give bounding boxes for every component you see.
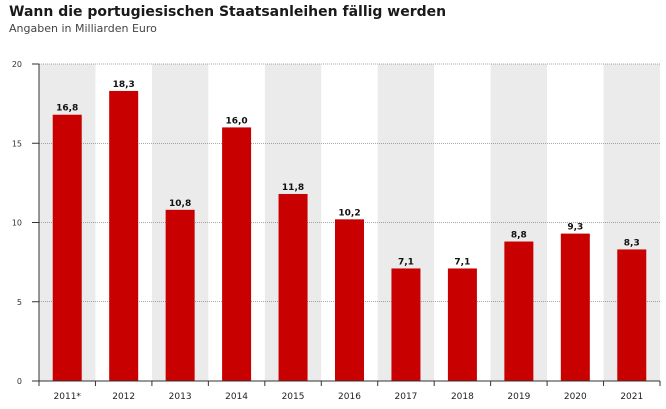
bar bbox=[447, 268, 477, 381]
x-tick-label: 2013 bbox=[169, 392, 192, 402]
data-label: 10,2 bbox=[338, 208, 360, 218]
bar bbox=[165, 209, 195, 381]
x-tick-label: 2015 bbox=[282, 392, 305, 402]
y-tick-label: 20 bbox=[12, 60, 22, 69]
bar bbox=[52, 114, 82, 381]
x-tick-label: 2012 bbox=[112, 392, 135, 402]
x-tick-label: 2021 bbox=[620, 392, 643, 402]
x-tick-label: 2020 bbox=[564, 392, 587, 402]
data-label: 18,3 bbox=[113, 80, 135, 90]
data-label: 9,3 bbox=[567, 223, 583, 233]
data-label: 10,8 bbox=[169, 199, 191, 209]
x-tick-label: 2018 bbox=[451, 392, 474, 402]
bar bbox=[278, 193, 308, 381]
data-label: 8,8 bbox=[511, 231, 527, 241]
y-tick-label: 10 bbox=[12, 219, 22, 228]
x-tick-label: 2017 bbox=[395, 392, 418, 402]
y-tick-label: 15 bbox=[12, 139, 22, 148]
data-label: 16,8 bbox=[56, 104, 78, 114]
x-tick-label: 2016 bbox=[338, 392, 361, 402]
chart-title: Wann die portugiesischen Staatsanleihen … bbox=[9, 4, 447, 20]
y-tick-label: 5 bbox=[17, 298, 22, 307]
data-label: 16,0 bbox=[225, 116, 247, 126]
x-tick-label: 2019 bbox=[507, 392, 530, 402]
bar bbox=[504, 241, 534, 381]
data-label: 8,3 bbox=[624, 238, 640, 248]
data-label: 7,1 bbox=[398, 257, 414, 267]
data-label: 11,8 bbox=[282, 183, 304, 193]
x-tick-label: 2014 bbox=[225, 392, 248, 402]
data-label: 7,1 bbox=[454, 257, 470, 267]
bar bbox=[109, 90, 139, 381]
bar bbox=[335, 219, 364, 381]
chart-subtitle: Angaben in Milliarden Euro bbox=[9, 22, 157, 35]
x-tick-label: 2011* bbox=[54, 392, 82, 402]
bar bbox=[391, 268, 421, 381]
bar bbox=[222, 127, 252, 382]
bar bbox=[560, 233, 590, 381]
y-tick-label: 0 bbox=[17, 377, 22, 386]
bar bbox=[617, 249, 647, 381]
